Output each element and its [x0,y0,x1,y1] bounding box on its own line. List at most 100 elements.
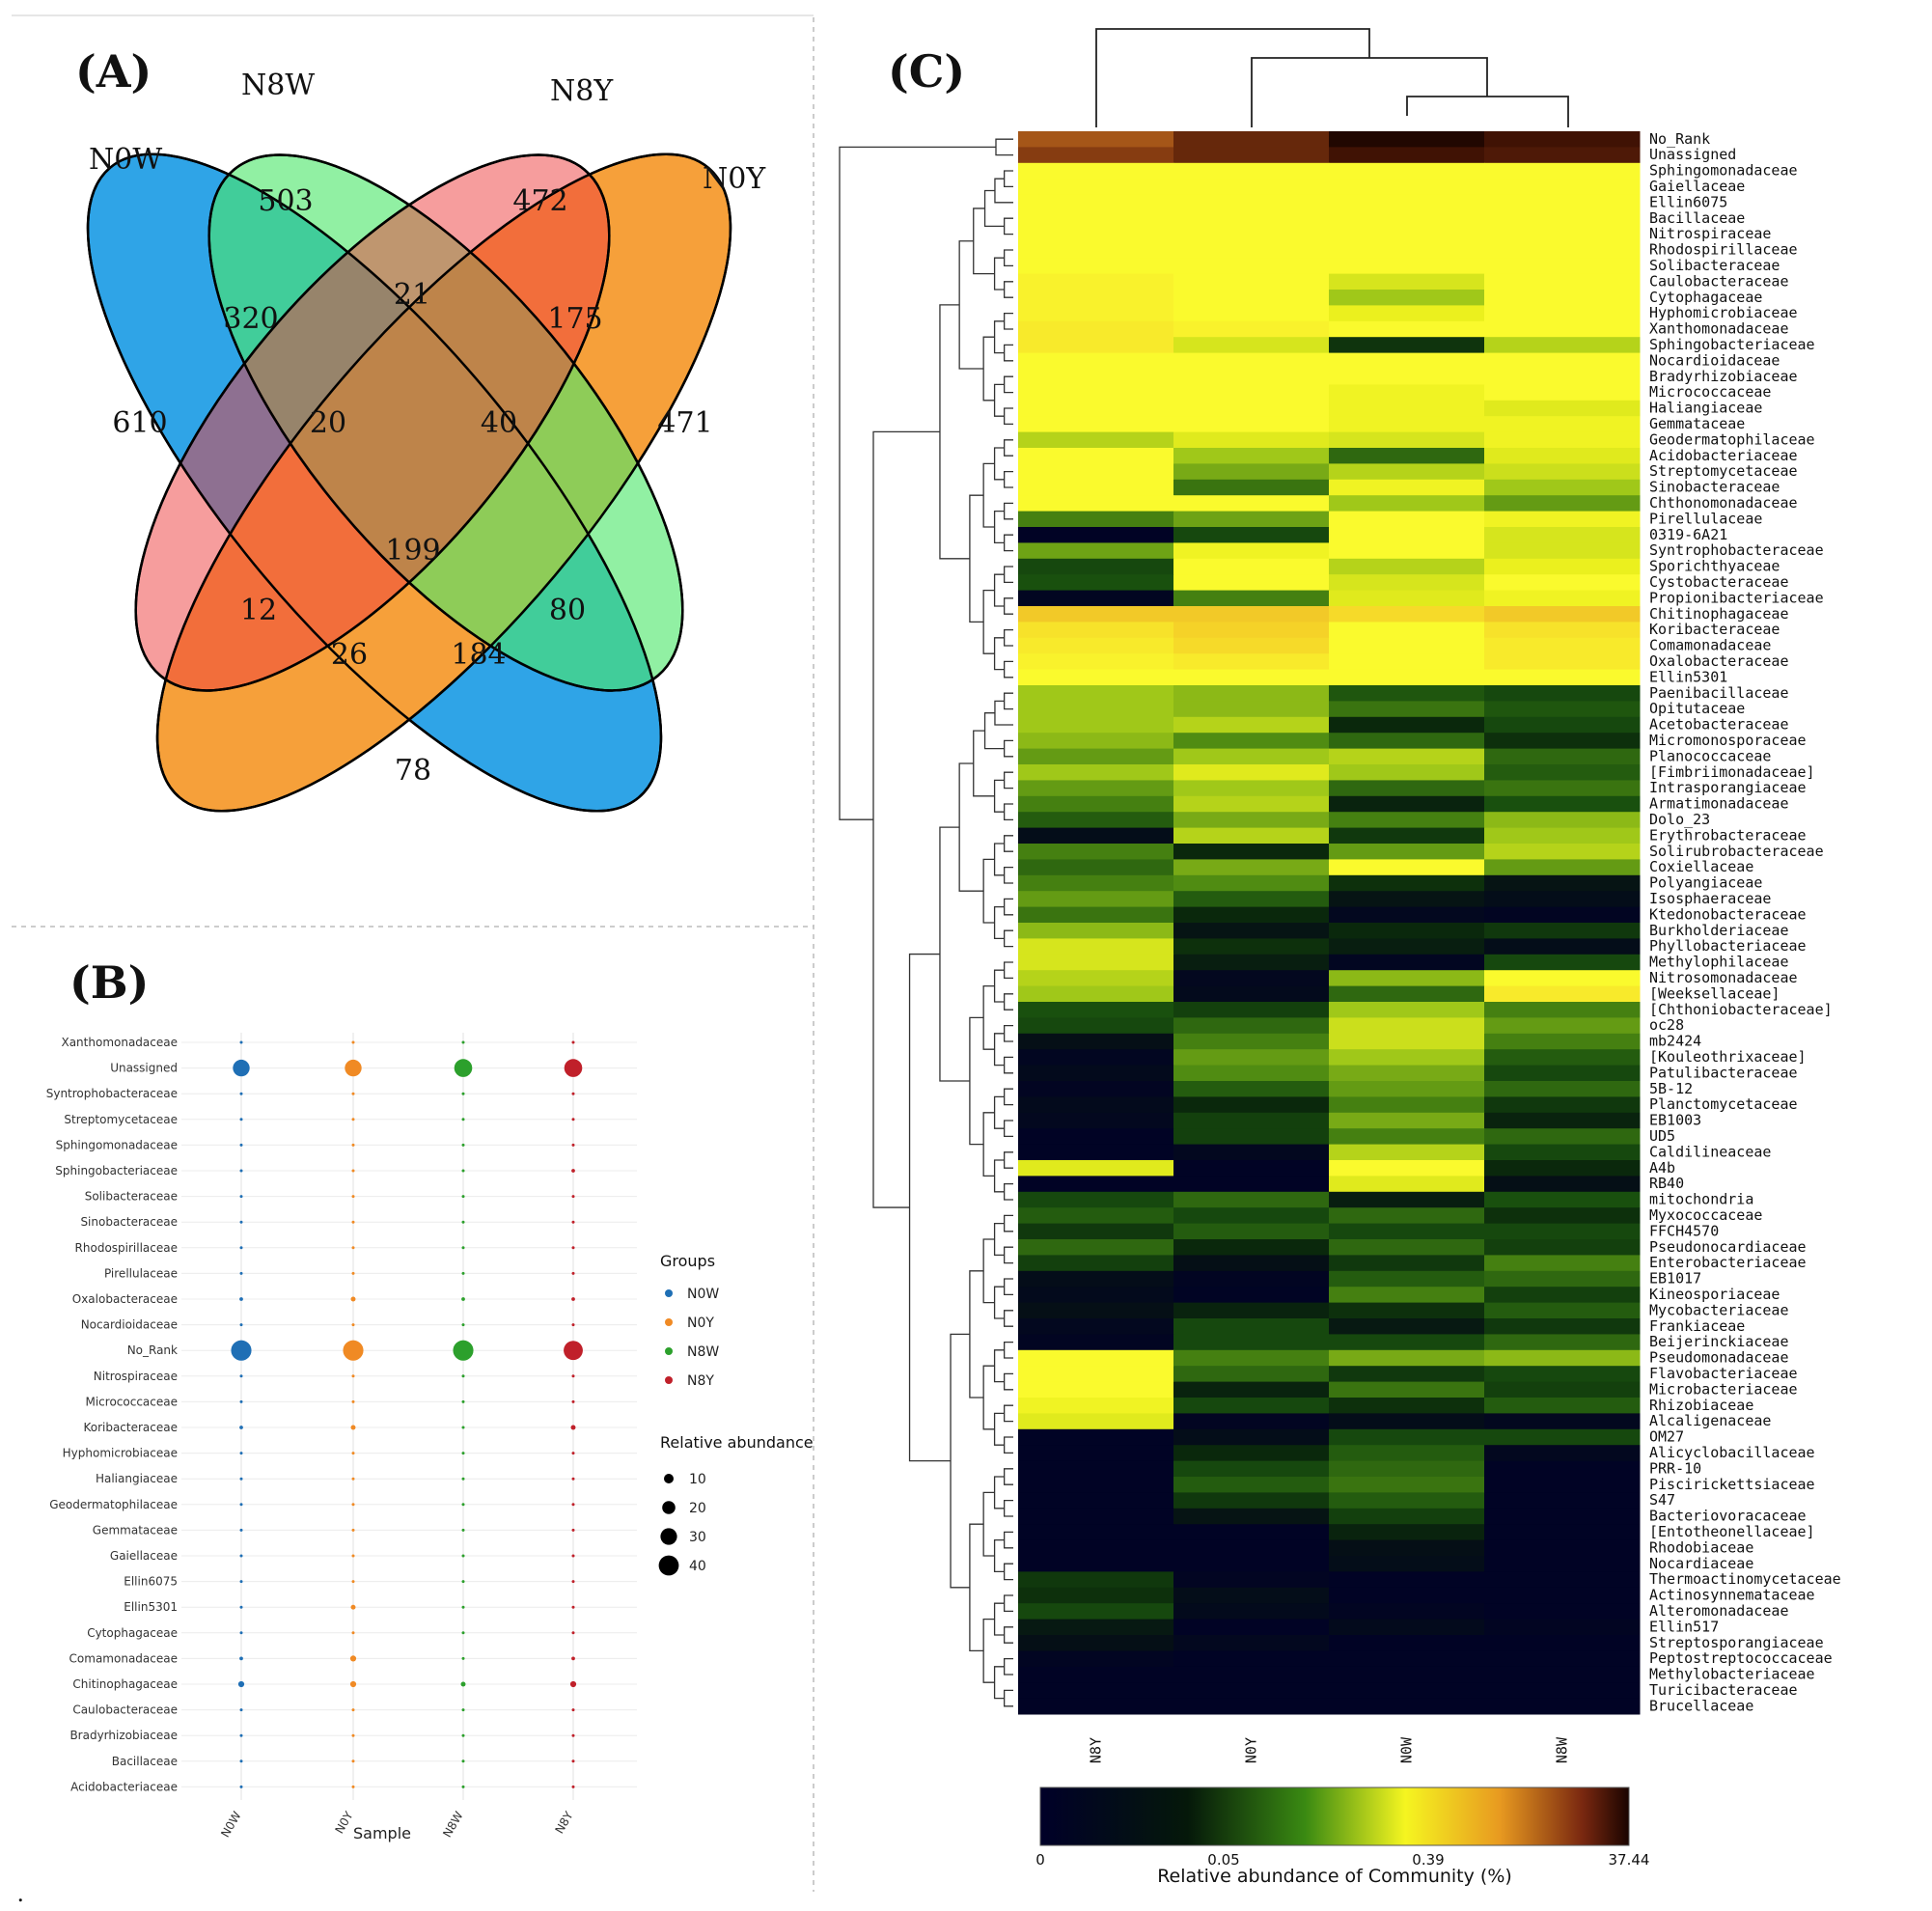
dot-plot-row-label: Bacillaceae [112,1755,178,1768]
heatmap-cell [1329,1191,1485,1208]
dot-plot-point [239,1528,243,1532]
dot-plot-point [571,1656,575,1661]
heatmap-cell [1173,210,1330,227]
heatmap-row-label: Nocardioidaceae [1649,351,1780,369]
heatmap-cell [1484,574,1641,592]
dot-plot-row-label: Gemmataceae [93,1523,178,1537]
heatmap-cell [1018,179,1174,196]
heatmap-cell [1018,1445,1174,1462]
dot-plot-point [350,1425,356,1430]
heatmap-cell [1173,542,1330,560]
dot-plot-point [571,1759,575,1763]
dot-plot-point [351,1399,355,1403]
heatmap-cell [1484,1049,1641,1066]
heatmap-row-label: Streptosporangiaceae [1649,1634,1824,1651]
heatmap-cell [1329,701,1485,718]
heatmap-cell [1173,1635,1330,1651]
heatmap-cell [1329,1398,1485,1414]
heatmap-cell [1173,479,1330,496]
heatmap-cell [1173,1128,1330,1146]
dot-plot-row-label: Hyphomicrobiaceae [63,1447,178,1460]
heatmap-cell [1484,1270,1641,1288]
dot-plot-point [461,1143,465,1147]
heatmap-cell [1484,653,1641,671]
heatmap-cell [1018,590,1174,607]
heatmap-cell [1018,780,1174,797]
heatmap-cell [1329,637,1485,654]
groups-legend-title: Groups [660,1252,715,1270]
heatmap-cell [1018,369,1174,385]
venn-value-n0w-n8y: 12 [240,594,277,627]
dot-plot-x-axis-title: Sample [353,1824,411,1842]
heatmap-row-label: Micrococcaceae [1649,383,1771,401]
heatmap-column-label: N0Y [1243,1737,1260,1763]
heatmap-cell [1018,1398,1174,1414]
dot-plot-point [351,1733,355,1737]
heatmap-row-label: Methylophilaceae [1649,954,1789,971]
heatmap-cell [1329,1460,1485,1478]
venn-value-n8w-n8y-n0y: 40 [481,406,517,440]
heatmap-cells [1018,131,1641,1715]
dot-plot-row-label: Geodermatophilaceae [49,1498,178,1511]
dot-plot-points [231,1040,583,1788]
heatmap-row-label: Burkholderiaceae [1649,922,1789,939]
dot-plot-point [571,1399,575,1403]
heatmap-cell [1329,653,1485,671]
heatmap-cell [1018,1112,1174,1129]
dot-plot-point [461,1040,465,1044]
dot-plot-point [571,1143,575,1147]
dot-plot-point [231,1340,252,1361]
heatmap-cell [1173,733,1330,750]
heatmap-cell [1329,812,1485,829]
dot-plot-point [351,1323,355,1327]
dot-plot-point [461,1092,465,1095]
heatmap-cell [1329,1002,1485,1018]
heatmap-row-label: PRR-10 [1649,1459,1701,1477]
heatmap-row-label: Cystobacteraceae [1649,573,1789,591]
heatmap-cell [1018,448,1174,464]
dot-plot-point [571,1503,575,1507]
heatmap-cell [1173,637,1330,654]
heatmap-row-label: FFCH4570 [1649,1222,1719,1239]
heatmap-cell [1018,305,1174,322]
heatmap-cell [1484,384,1641,402]
dot-plot-point [571,1554,575,1558]
heatmap-cell [1484,431,1641,449]
dot-plot-point [239,1452,243,1455]
heatmap-cell [1173,653,1330,671]
dot-plot-row-label: Solibacteraceae [85,1190,178,1204]
dot-plot-row-label: Ellin5301 [124,1600,178,1614]
heatmap-cell [1484,1223,1641,1240]
heatmap-cell [1484,194,1641,211]
colorbar-tick-label: 0 [1035,1851,1045,1869]
heatmap-cell [1018,748,1174,765]
heatmap-cell [1484,305,1641,322]
heatmap-row-label: Actinosynnemataceae [1649,1587,1815,1604]
heatmap-cell [1329,290,1485,306]
heatmap-cell [1173,1255,1330,1272]
heatmap-cell [1173,669,1330,686]
heatmap-cell [1173,1287,1330,1304]
dot-plot-point [461,1271,465,1275]
dot-plot-point [351,1528,355,1532]
dot-plot-point [239,1169,243,1173]
heatmap-cell [1329,1349,1485,1367]
heatmap-cell [1329,1223,1485,1240]
heatmap-cell [1018,637,1174,654]
dot-plot-point [239,1656,243,1661]
heatmap-cell [1329,923,1485,939]
heatmap-cell [1173,147,1330,164]
dot-plot-point [239,1246,243,1250]
heatmap-cell [1329,463,1485,481]
heatmap-cell [1329,305,1485,322]
abundance-legend-swatch [662,1501,676,1514]
heatmap-row-label: Haliangiaceae [1649,400,1762,417]
heatmap-cell [1484,1556,1641,1572]
heatmap-cell [1329,1144,1485,1161]
heatmap-row-label: Flavobacteriaceae [1649,1365,1798,1382]
heatmap-cell [1484,1398,1641,1414]
dot-plot-point [239,1785,243,1788]
dot-plot-point [343,1340,364,1361]
heatmap-cell [1484,1334,1641,1351]
groups-legend-swatch [665,1289,673,1297]
